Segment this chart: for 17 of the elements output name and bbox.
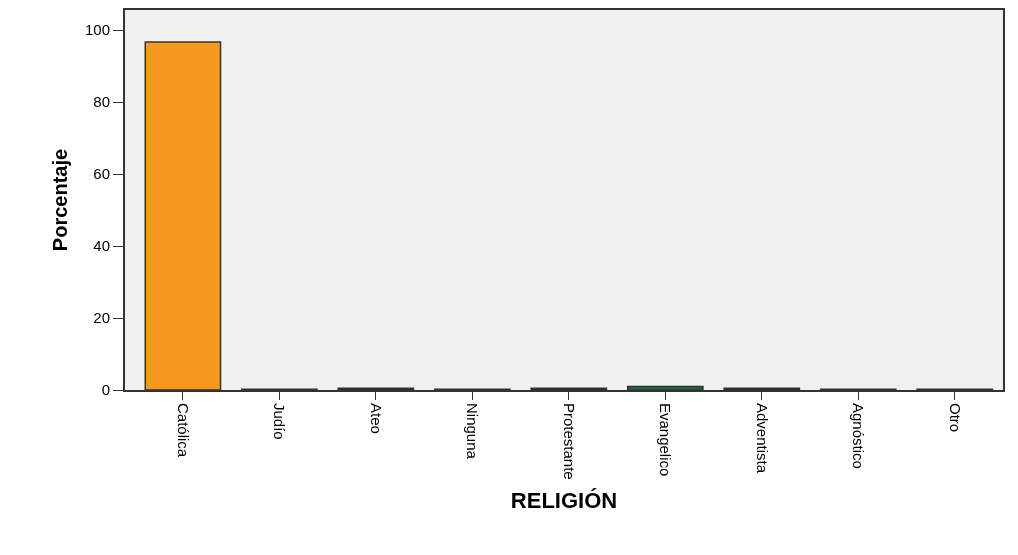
- x-tick-label: Protestante: [560, 403, 578, 480]
- y-tick-label: 20: [93, 309, 110, 327]
- y-axis-title: Porcentaje: [48, 148, 71, 252]
- x-tick-label: Católica: [175, 403, 193, 458]
- y-tick-label: 100: [84, 21, 110, 39]
- x-tick-label: Ateo: [367, 403, 385, 434]
- x-tick-label: Adventista: [753, 403, 771, 474]
- x-tick-label: Otro: [946, 403, 964, 433]
- y-tick-label: 80: [93, 93, 110, 111]
- x-tick-label: Ninguna: [464, 403, 482, 460]
- x-axis-title: RELIGIÓN: [510, 488, 618, 514]
- x-tick-label: Evangelico: [657, 403, 675, 477]
- x-tick-label: Agnóstico: [850, 403, 868, 469]
- y-tick-label: 0: [101, 381, 110, 399]
- y-tick-label: 60: [93, 165, 110, 183]
- x-tick-label: Judío: [271, 403, 289, 440]
- y-tick-label: 40: [93, 237, 110, 255]
